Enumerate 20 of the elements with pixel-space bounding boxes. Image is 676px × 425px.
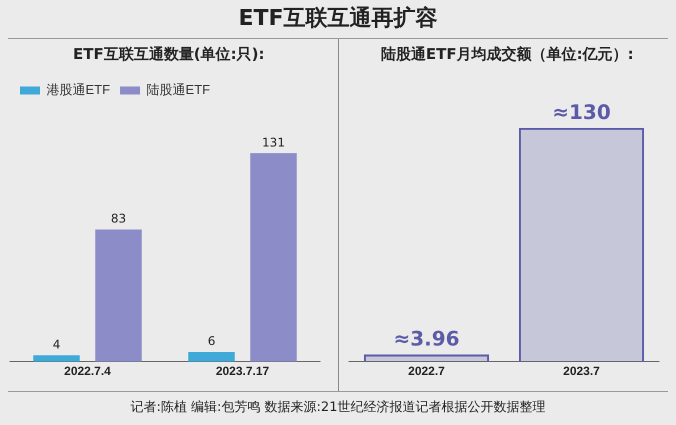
bar	[188, 352, 235, 362]
x-tick-label: 2022.7.4	[64, 364, 112, 378]
x-tick-label: 2022.7	[408, 364, 445, 378]
text: ETF互联互通再扩容	[8, 0, 668, 39]
bar	[33, 355, 80, 362]
data-label: 6	[208, 334, 216, 348]
x-tick-label: 2023.7.17	[216, 364, 270, 378]
legend-label: 陆股通ETF	[146, 82, 210, 98]
bar	[95, 230, 142, 362]
text: 记者:陈植 编辑:包芳鸣 数据来源:21世纪经济报道记者根据公开数据整理	[8, 391, 668, 416]
data-label: 131	[262, 135, 285, 150]
data-label: ≈3.96	[392, 326, 460, 351]
x-tick-label: 2023.7	[562, 364, 600, 378]
legend-label: 港股通ETF	[46, 82, 110, 98]
data-label: ≈130	[552, 100, 610, 124]
chart-title: 陆股通ETF月均成交额（单位:亿元）:	[380, 45, 635, 64]
data-label: 83	[110, 212, 126, 226]
data-label: 4	[52, 337, 60, 352]
bar	[250, 153, 297, 362]
chart-title: ETF互联互通数量(单位:只):	[72, 45, 266, 64]
